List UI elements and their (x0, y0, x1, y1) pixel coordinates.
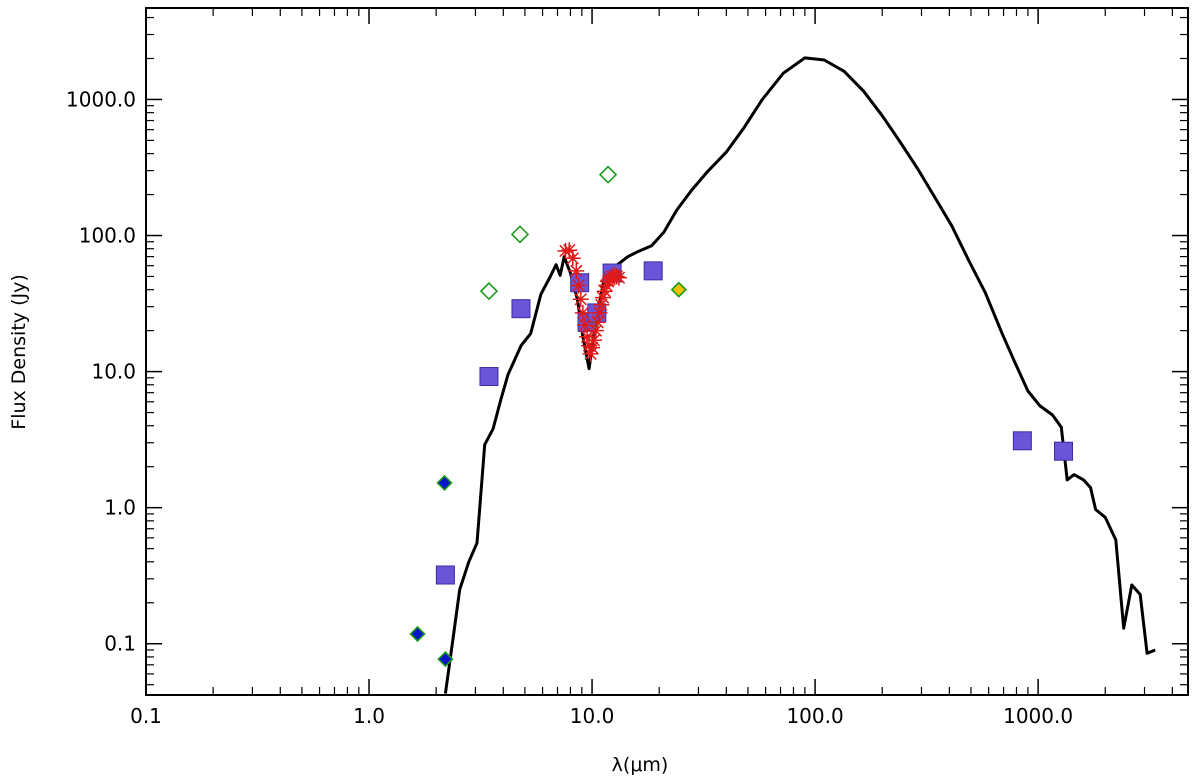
asterisk-marker (589, 314, 606, 331)
y-tick-label: 1.0 (104, 496, 136, 520)
asterisk-stroke (563, 243, 576, 257)
asterisk-marker (577, 317, 593, 333)
filled-diamond-marker (670, 281, 687, 298)
asterisk-marker (591, 304, 608, 321)
y-tick-label: 100.0 (79, 224, 136, 248)
asterisk-stroke (578, 318, 592, 332)
asterisk-stroke (574, 293, 587, 306)
y-tick-label: 1000.0 (66, 87, 136, 111)
asterisk-stroke (593, 306, 606, 320)
asterisk-stroke (595, 298, 608, 311)
filled-diamond-marker (409, 625, 426, 643)
asterisk-stroke (570, 264, 583, 278)
asterisk-stroke (612, 271, 626, 284)
y-tick-label: 10.0 (91, 360, 136, 384)
square-marker (570, 273, 590, 293)
asterisk-marker (606, 267, 623, 284)
asterisk-stroke (566, 252, 580, 265)
square-marker (435, 565, 455, 585)
filled-diamond-marker (437, 651, 454, 668)
model-sed-line (443, 56, 1156, 694)
y-tick-label: 0.1 (104, 632, 136, 656)
square-marker (479, 367, 499, 387)
x-tick-label: 0.1 (130, 704, 162, 728)
axis-tick-labels: 0.1 1.0 10.0 100.0 1000.0 0.1 1.0 10.0 100.0 1000… (66, 87, 1073, 728)
asterisk-stroke (585, 341, 599, 354)
asterisk-marker (570, 277, 587, 294)
asterisk-marker (608, 268, 625, 285)
square-marker (643, 261, 663, 281)
open-diamond-marker (479, 282, 499, 301)
x-tick-label: 10.0 (570, 704, 615, 728)
asterisk-stroke (572, 279, 585, 292)
plot-frame (145, 7, 1189, 696)
asterisk-marker (586, 332, 602, 349)
open-diamond-marker (598, 165, 618, 184)
asterisk-marker (610, 269, 627, 286)
series-layer (409, 56, 1156, 694)
y-axis-title: Flux Density (Jy) (8, 274, 30, 429)
square-marker (1012, 431, 1032, 451)
asterisk-stroke (589, 324, 603, 337)
square-marker (511, 299, 531, 319)
square-marker (1054, 441, 1074, 461)
asterisk-marker (574, 304, 591, 321)
asterisk-stroke (591, 316, 604, 329)
asterisk-marker (568, 262, 585, 279)
asterisk-marker (587, 322, 604, 339)
open-diamond-marker (510, 225, 530, 244)
asterisk-stroke (576, 306, 590, 320)
asterisk-marker (564, 250, 581, 267)
filled-diamond-marker (436, 474, 453, 492)
asterisk-marker (572, 291, 589, 308)
asterisk-stroke (587, 334, 601, 347)
axis-ticks (145, 8, 1188, 695)
x-tick-label: 100.0 (786, 704, 843, 728)
x-tick-label: 1.0 (353, 704, 385, 728)
x-tick-label: 1000.0 (1003, 704, 1073, 728)
x-axis-title: λ(μm) (612, 754, 669, 776)
